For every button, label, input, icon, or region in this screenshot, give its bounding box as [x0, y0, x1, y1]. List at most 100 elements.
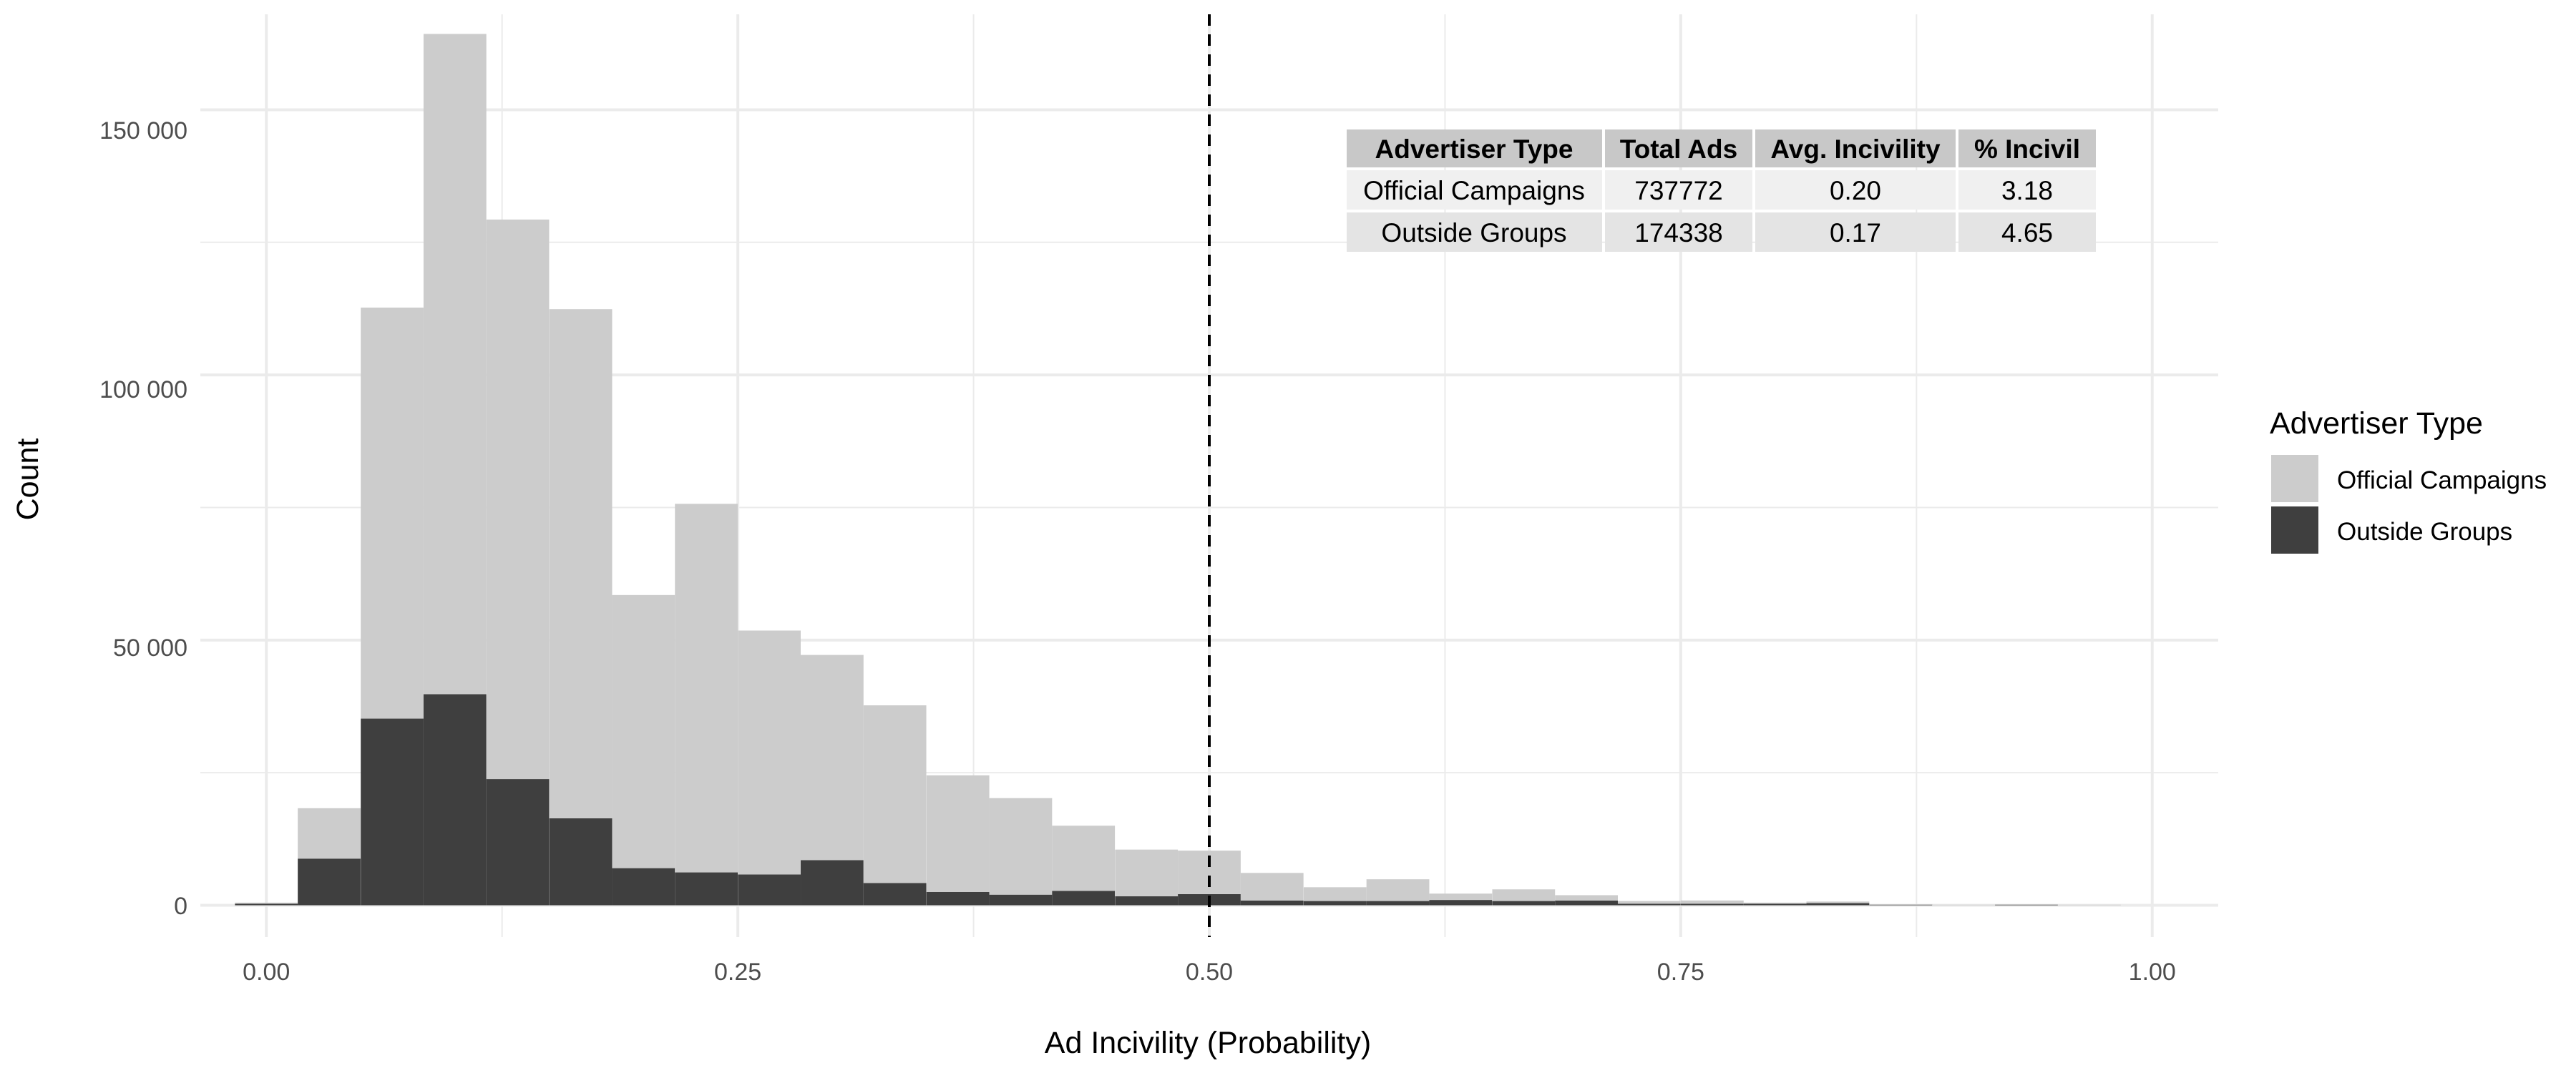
x-tick-label: 0.50 [1186, 959, 1233, 986]
bar-outside-groups [549, 818, 613, 906]
table-header-cell [1347, 129, 1602, 167]
bar-outside-groups [423, 694, 487, 906]
bar-outside-groups [801, 860, 864, 906]
bar-official-campaigns [1240, 873, 1304, 901]
table-header-cell [1755, 129, 1956, 167]
bar-outside-groups [1492, 901, 1556, 906]
y-tick-label: 0 [174, 893, 187, 920]
table-cell-text: 0.20 [1830, 176, 1881, 205]
bar-official-campaigns [926, 775, 990, 892]
table-cell [1755, 170, 1956, 210]
bar-outside-groups [1429, 900, 1493, 906]
table-header: Avg. Incivility [1770, 134, 1941, 164]
table-cell-text: 174338 [1634, 218, 1722, 248]
table-cell-text: Official Campaigns [1363, 176, 1585, 205]
bar-official-campaigns [801, 655, 864, 861]
summary-table: Advertiser Type Total Ads Avg. Incivilit… [1347, 129, 2096, 252]
table-cell-text: Outside Groups [1381, 218, 1566, 248]
bar-outside-groups [1555, 900, 1618, 906]
bar-official-campaigns [1429, 893, 1493, 901]
bar-outside-groups [675, 872, 738, 906]
bar-outside-groups [1366, 901, 1430, 906]
table-cell-text: 4.65 [2001, 218, 2053, 248]
bar-outside-groups [1869, 904, 1933, 906]
legend-swatch-outside-groups [2271, 506, 2318, 554]
table-cell [1755, 212, 1956, 252]
bar-official-campaigns [1995, 904, 2058, 905]
legend-swatch-official-campaigns [2271, 455, 2318, 502]
bar-outside-groups [926, 891, 990, 906]
table-header: % Incivil [1974, 134, 2080, 164]
table-header: Total Ads [1620, 134, 1737, 164]
y-axis-title: Count [11, 438, 45, 521]
y-tick-label: 100 000 [99, 376, 187, 403]
bar-official-campaigns [361, 307, 424, 719]
y-tick-label: 150 000 [99, 117, 187, 144]
bar-official-campaigns [612, 594, 675, 868]
bar-official-campaigns [1303, 887, 1367, 901]
bar-outside-groups [1240, 900, 1304, 906]
bar-official-campaigns [989, 798, 1053, 895]
bar-official-campaigns [675, 504, 738, 873]
legend: Advertiser Type Official Campaigns Outsi… [2270, 406, 2547, 554]
bar-official-campaigns [1869, 904, 1933, 905]
table-cell [1347, 212, 1602, 252]
table-cell [1958, 212, 2096, 252]
table-header-cell [1605, 129, 1752, 167]
bar-official-campaigns [1932, 904, 1996, 906]
legend-label: Outside Groups [2337, 518, 2512, 546]
bar-outside-groups [361, 718, 424, 906]
table-cell [1958, 170, 2096, 210]
table-cell [1605, 170, 1752, 210]
y-tick-label: 50 000 [113, 635, 187, 662]
bar-outside-groups [738, 874, 801, 906]
bar-official-campaigns [1555, 895, 1618, 901]
bar-official-campaigns [423, 34, 487, 695]
bar-official-campaigns [298, 808, 361, 859]
x-axis-ticks: 0.00 0.25 0.50 0.75 1.00 [243, 959, 2176, 986]
bar-official-campaigns [549, 309, 613, 818]
x-tick-label: 0.25 [714, 959, 761, 986]
bar-official-campaigns [1492, 889, 1556, 901]
bar-outside-groups [1052, 891, 1116, 906]
bar-outside-groups [1995, 904, 2058, 906]
bar-outside-groups [1806, 903, 1870, 906]
bar-outside-groups [612, 868, 675, 906]
table-header: Advertiser Type [1375, 134, 1574, 164]
bar-official-campaigns [1806, 901, 1870, 903]
bar-official-campaigns [1366, 879, 1430, 901]
bar-outside-groups [1617, 903, 1681, 906]
bar-official-campaigns [863, 705, 927, 883]
table-cell [1605, 212, 1752, 252]
bar-outside-groups [1303, 901, 1367, 906]
bar-official-campaigns [738, 630, 801, 875]
bar-outside-groups [863, 883, 927, 906]
bar-outside-groups [486, 779, 550, 906]
bar-official-campaigns [2058, 904, 2121, 906]
table-cell-text: 0.17 [1830, 218, 1881, 248]
bar-outside-groups [235, 903, 298, 906]
bar-outside-groups [1743, 903, 1807, 906]
bar-official-campaigns [1617, 901, 1681, 904]
table-header-cell [1958, 129, 2096, 167]
table-cell [1347, 170, 1602, 210]
histogram-bars [235, 34, 2121, 906]
table-cell-text: 737772 [1634, 176, 1722, 205]
y-axis-ticks: 0 50 000 100 000 150 000 [99, 117, 187, 920]
legend-title: Advertiser Type [2270, 406, 2483, 441]
x-tick-label: 0.00 [243, 959, 290, 986]
bar-official-campaigns [1115, 849, 1179, 896]
table-cell-text: 3.18 [2001, 176, 2053, 205]
bar-outside-groups [1681, 903, 1744, 906]
x-tick-label: 0.75 [1657, 959, 1704, 986]
bar-outside-groups [298, 858, 361, 906]
bar-official-campaigns [1052, 825, 1116, 891]
x-axis-title: Ad Incivility (Probability) [1045, 1026, 1371, 1060]
bar-official-campaigns [1681, 900, 1744, 904]
bar-outside-groups [989, 894, 1053, 906]
x-tick-label: 1.00 [2129, 959, 2176, 986]
bar-official-campaigns [486, 219, 550, 780]
bar-outside-groups [1115, 896, 1179, 906]
legend-label: Official Campaigns [2337, 466, 2547, 494]
